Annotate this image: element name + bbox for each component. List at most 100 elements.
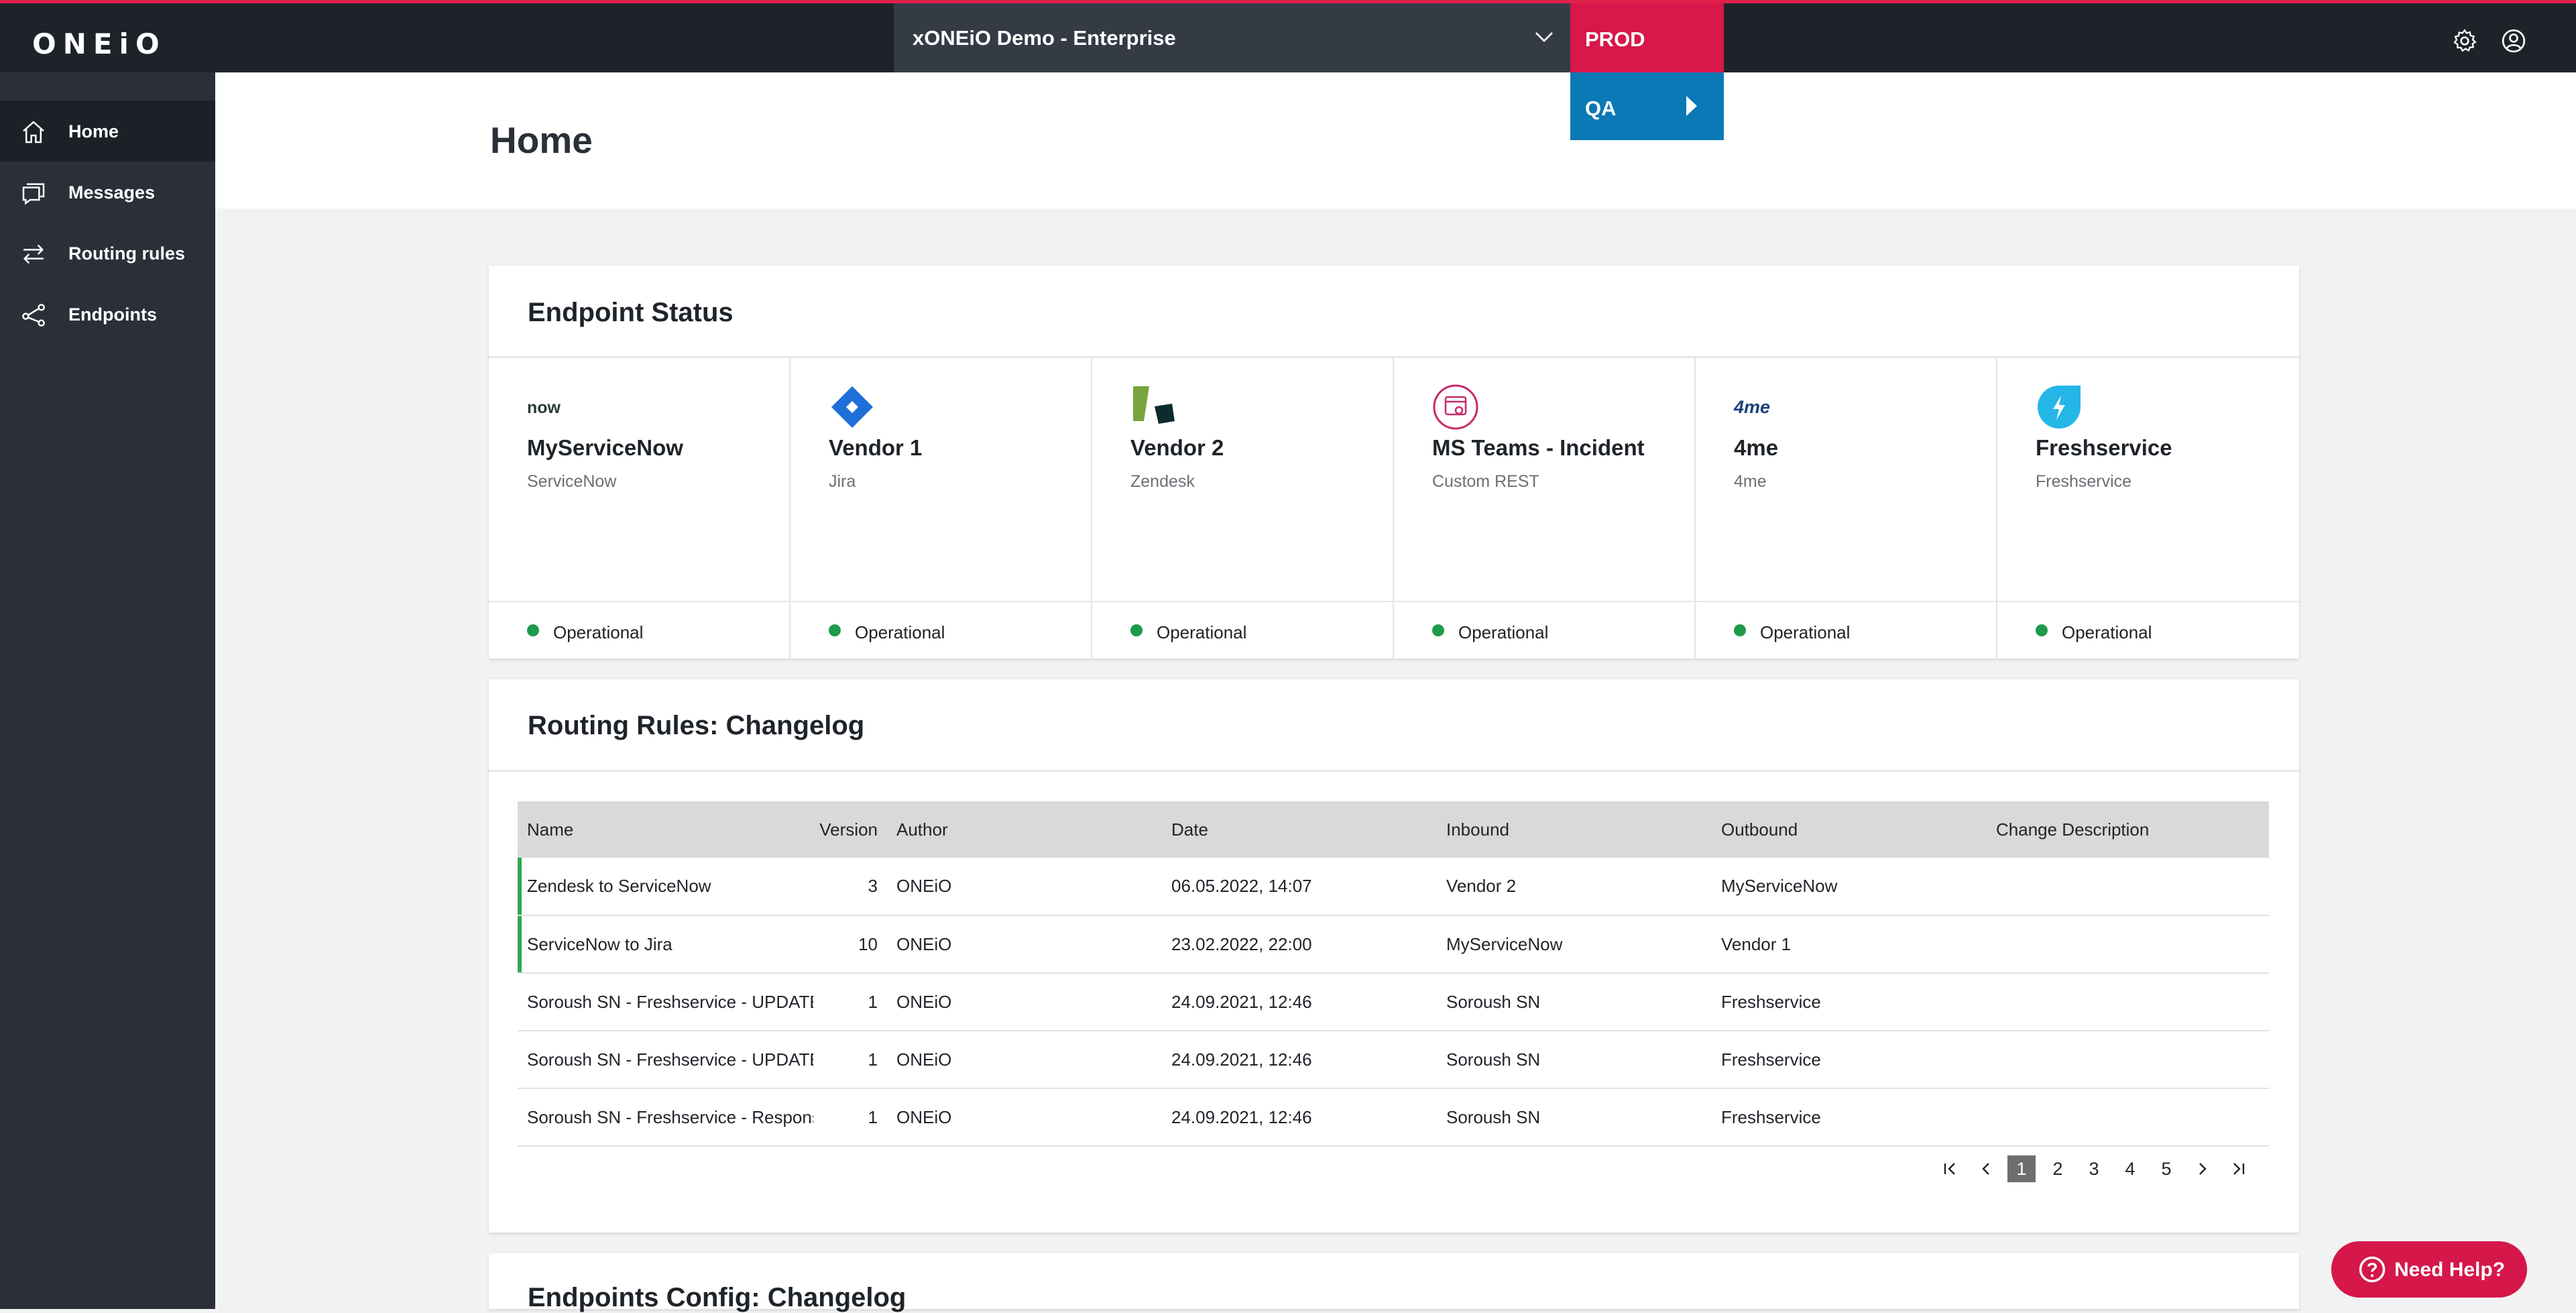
zendesk-logo-icon [1133, 386, 1175, 424]
endpoint-card[interactable]: Vendor 2 Zendesk Operational [1092, 358, 1394, 660]
endpoint-name: Vendor 1 [829, 435, 923, 460]
endpoint-status: Operational [1092, 601, 1393, 656]
sidebar-item-label: Endpoints [68, 304, 157, 325]
divider [489, 356, 2299, 358]
cell-outbound: Freshservice [1712, 973, 1987, 1031]
status-dot [527, 624, 539, 636]
endpoint-type: 4me [1734, 472, 1767, 491]
cell-outbound: MyServiceNow [1712, 858, 1987, 916]
cell-name: Soroush SN - Freshservice - UPDATE [518, 973, 813, 1031]
next-page-icon[interactable] [2188, 1155, 2217, 1182]
user-circle-icon[interactable] [2500, 27, 2527, 54]
endpoint-name: MS Teams - Incident [1432, 435, 1645, 460]
cell-name: Zendesk to ServiceNow [518, 858, 813, 916]
table-row[interactable]: Zendesk to ServiceNow 3 ONEiO 06.05.2022… [518, 858, 2269, 916]
prev-page-icon[interactable] [1971, 1155, 2001, 1182]
column-header-change-description[interactable]: Change Description [1987, 801, 2269, 858]
cell-description [1987, 915, 2269, 974]
status-dot [2036, 624, 2048, 636]
sidebar-item-messages[interactable]: Messages [0, 162, 215, 223]
sidebar: Home Messages Routing rules Endpoints [0, 72, 215, 1309]
pagination: 1 2 3 4 5 [1935, 1155, 2270, 1182]
servicenow-logo-icon: now [527, 398, 561, 417]
column-header-date[interactable]: Date [1162, 801, 1437, 858]
cell-author: ONEiO [887, 1088, 1162, 1147]
endpoint-name: Vendor 2 [1130, 435, 1224, 460]
endpoint-card[interactable]: now MyServiceNow ServiceNow Operational [489, 358, 791, 660]
column-header-name[interactable]: Name [518, 801, 813, 858]
home-icon [23, 121, 44, 144]
status-dot [1734, 624, 1746, 636]
column-header-outbound[interactable]: Outbound [1712, 801, 1987, 858]
endpoint-card[interactable]: Freshservice Freshservice Operational [1997, 358, 2299, 660]
cell-name: Soroush SN - Freshservice - UPDATE [518, 1031, 813, 1089]
cell-author: ONEiO [887, 915, 1162, 974]
cell-version: 3 [813, 858, 887, 916]
env-qa-option[interactable]: QA [1570, 72, 1724, 140]
cell-inbound: Vendor 2 [1437, 858, 1712, 916]
top-bar: ONEiO xONEiO Demo - Enterprise [0, 0, 2576, 72]
status-dot [829, 624, 841, 636]
sidebar-item-endpoints[interactable]: Endpoints [0, 284, 215, 345]
status-text: Operational [1157, 622, 1247, 642]
table-row[interactable]: Soroush SN - Freshservice - UPDATE 1 ONE… [518, 1031, 2269, 1089]
page-2-button[interactable]: 2 [2052, 1159, 2063, 1179]
column-header-version[interactable]: Version [813, 801, 887, 858]
cell-outbound: Freshservice [1712, 1088, 1987, 1147]
endpoint-status-card: Endpoint Status now MyServiceNow Service… [489, 266, 2299, 660]
workspace-select[interactable]: xONEiO Demo - Enterprise [894, 3, 1571, 72]
endpoint-card[interactable]: Vendor 1 Jira Operational [791, 358, 1092, 660]
endpoint-name: 4me [1734, 435, 1779, 460]
cell-author: ONEiO [887, 1031, 1162, 1089]
endpoint-card[interactable]: MS Teams - Incident Custom REST Operatio… [1394, 358, 1696, 660]
sidebar-item-routing-rules[interactable]: Routing rules [0, 223, 215, 284]
status-dot [1432, 624, 1444, 636]
status-dot [1130, 624, 1143, 636]
endpoint-type: Zendesk [1130, 472, 1195, 491]
4me-logo-icon: 4me [1734, 397, 1771, 417]
column-header-inbound[interactable]: Inbound [1437, 801, 1712, 858]
cell-name: Soroush SN - Freshservice - Response [518, 1088, 813, 1147]
oneio-logo[interactable]: ONEiO [32, 27, 166, 60]
gear-icon[interactable] [2451, 27, 2478, 54]
cell-name: ServiceNow to Jira [518, 915, 813, 974]
endpoint-name: Freshservice [2036, 435, 2172, 460]
jira-logo-icon [831, 386, 873, 428]
env-prod-label: PROD [1585, 27, 1645, 51]
cell-inbound: MyServiceNow [1437, 915, 1712, 974]
sidebar-item-label: Routing rules [68, 243, 185, 264]
table-row[interactable]: Soroush SN - Freshservice - Response 1 O… [518, 1088, 2269, 1147]
status-text: Operational [855, 622, 945, 642]
cell-version: 1 [813, 973, 887, 1031]
cell-author: ONEiO [887, 858, 1162, 916]
help-circle-icon [2359, 1256, 2386, 1283]
cell-inbound: Soroush SN [1437, 973, 1712, 1031]
first-page-icon[interactable] [1935, 1155, 1965, 1182]
custom-rest-logo-icon [1433, 384, 1478, 430]
chevron-down-icon [1535, 32, 1553, 42]
cell-description [1987, 1088, 2269, 1147]
env-prod-option[interactable]: PROD [1570, 3, 1724, 72]
column-header-author[interactable]: Author [887, 801, 1162, 858]
page-4-button[interactable]: 4 [2125, 1159, 2135, 1179]
table-row[interactable]: ServiceNow to Jira 10 ONEiO 23.02.2022, … [518, 915, 2269, 974]
page-3-button[interactable]: 3 [2089, 1159, 2099, 1179]
page-1-button[interactable]: 1 [2007, 1155, 2036, 1182]
status-text: Operational [553, 622, 644, 642]
sidebar-item-home[interactable]: Home [0, 101, 215, 162]
endpoint-card[interactable]: 4me 4me 4me Operational [1696, 358, 1997, 660]
page-5-button[interactable]: 5 [2161, 1159, 2172, 1179]
last-page-icon[interactable] [2224, 1155, 2253, 1182]
cell-version: 1 [813, 1031, 887, 1089]
cell-date: 06.05.2022, 14:07 [1162, 858, 1437, 916]
endpoint-status: Operational [489, 601, 789, 656]
card-title: Routing Rules: Changelog [528, 711, 865, 740]
endpoint-name: MyServiceNow [527, 435, 683, 460]
cell-outbound: Vendor 1 [1712, 915, 1987, 974]
need-help-button[interactable]: Need Help? [2331, 1241, 2527, 1298]
endpoint-status: Operational [791, 601, 1091, 656]
table-header-row: Name Version Author Date Inbound Outboun… [518, 801, 2269, 858]
table-row[interactable]: Soroush SN - Freshservice - UPDATE 1 ONE… [518, 973, 2269, 1031]
cell-description [1987, 973, 2269, 1031]
env-qa-label: QA [1585, 97, 1617, 120]
